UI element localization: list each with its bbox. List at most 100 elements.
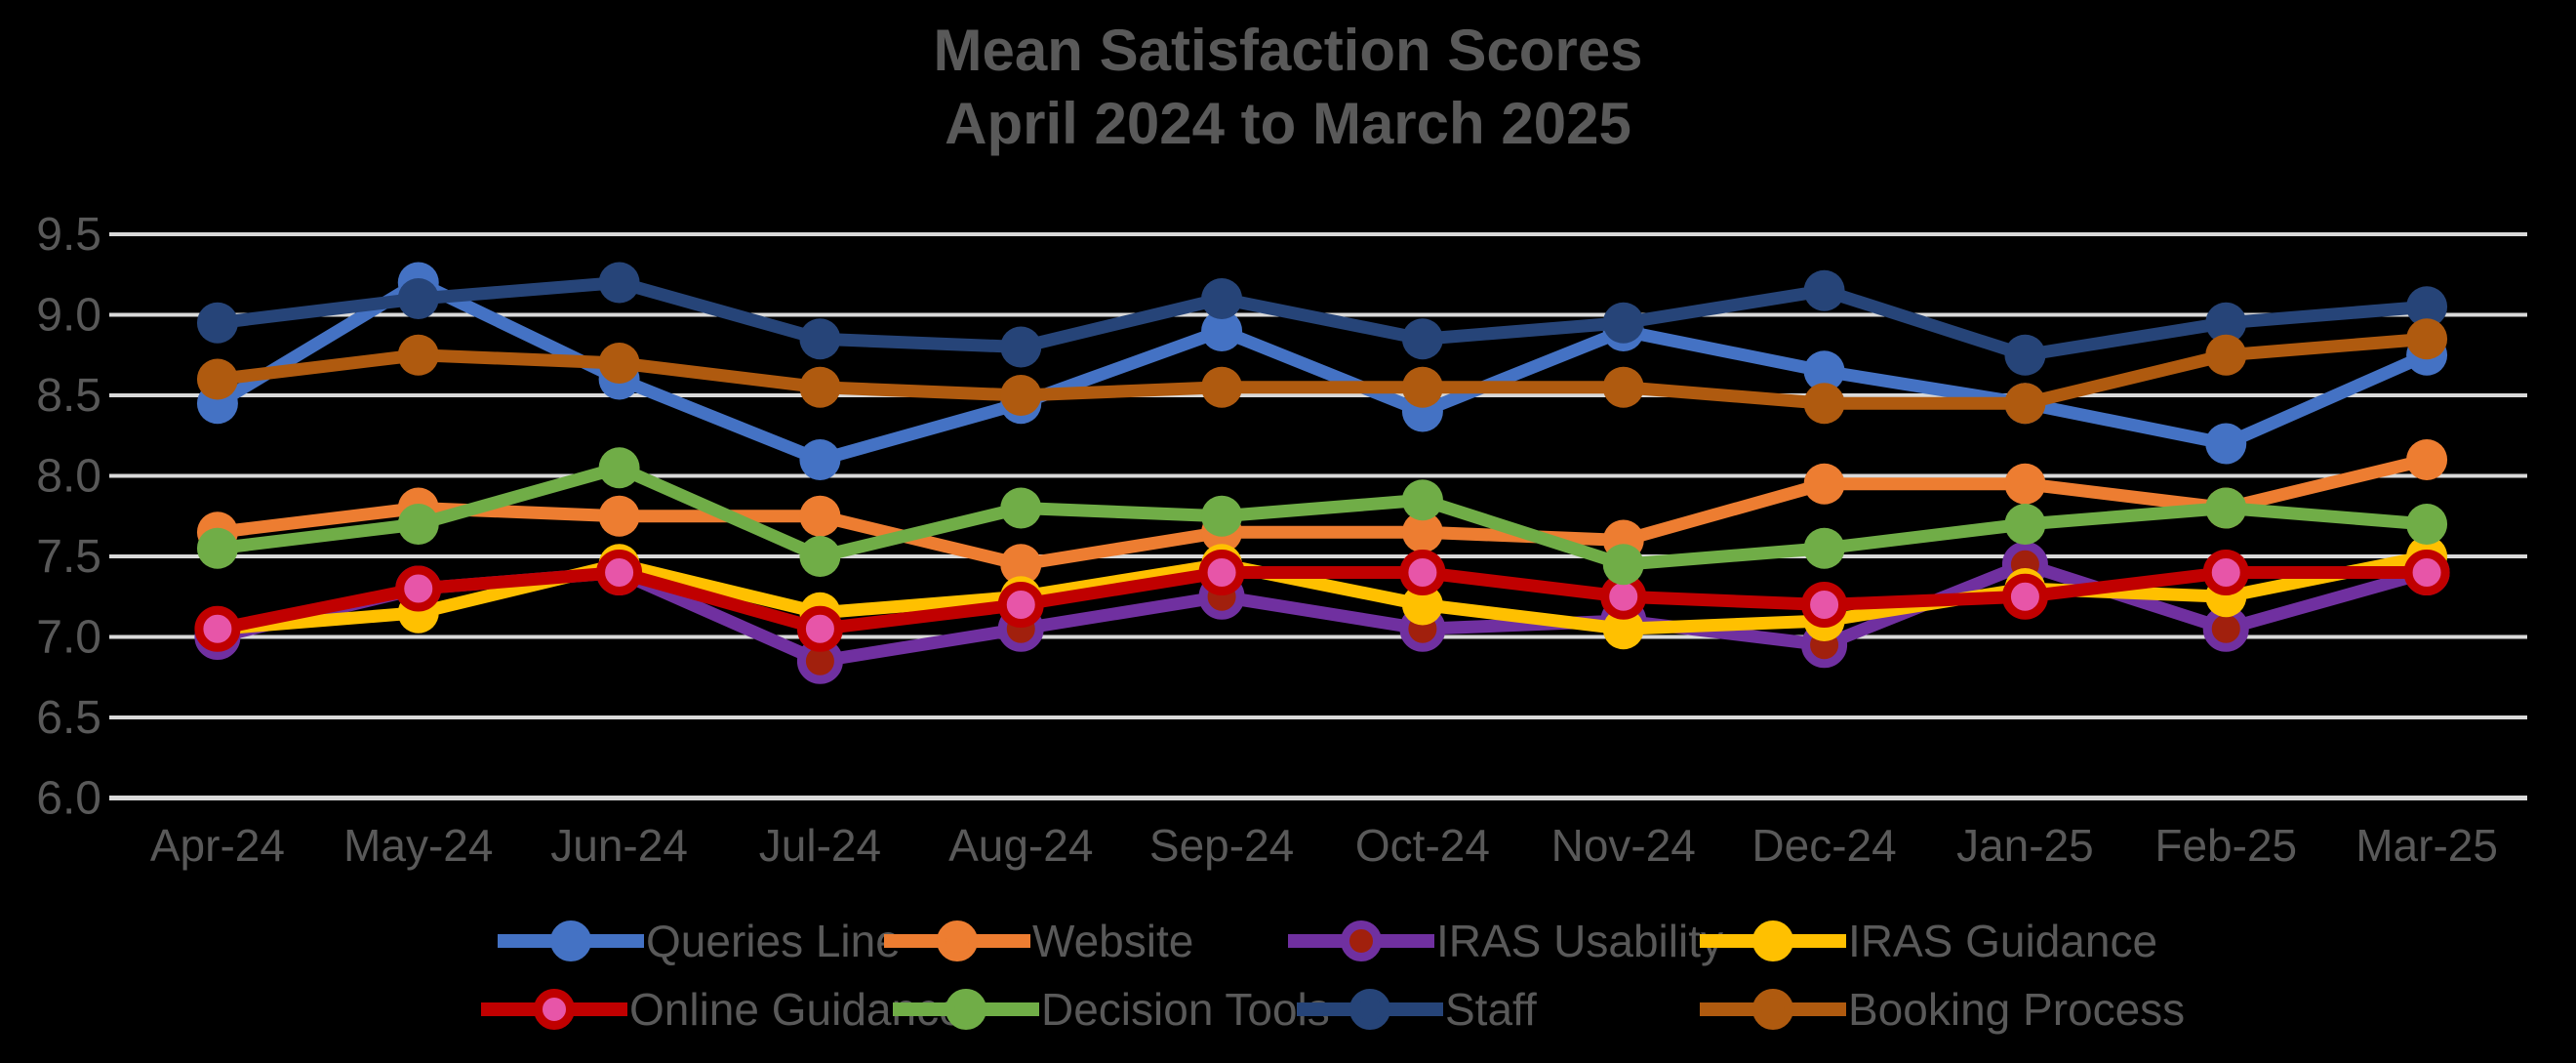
legend-item-iras_guidance: IRAS Guidance: [1700, 916, 2157, 966]
y-tick-label: 6.0: [36, 773, 101, 825]
data-point-marker-website: [1803, 463, 1845, 505]
legend-item-decision_tools: Decision Tools: [893, 984, 1330, 1035]
data-point-marker-queries_line: [799, 439, 841, 480]
x-tick-label: Dec-24: [1751, 820, 1896, 871]
legend-item-queries_line: Queries Line: [498, 916, 901, 966]
legend-label-decision_tools: Decision Tools: [1041, 984, 1330, 1035]
y-tick-label: 7.5: [36, 531, 101, 583]
data-point-marker-booking_process: [1401, 366, 1443, 408]
data-point-marker-staff: [2004, 334, 2046, 376]
data-point-marker-decision_tools: [1401, 479, 1443, 521]
x-tick-label: Jul-24: [759, 820, 881, 871]
data-point-marker-decision_tools: [1803, 527, 1845, 569]
legend-dot-icon: [946, 989, 986, 1030]
data-point-marker-decision_tools: [1602, 544, 1644, 586]
data-point-marker-online_guidance: [796, 605, 843, 652]
y-tick-label: 6.5: [36, 692, 101, 744]
series-line-online_guidance: [211, 566, 2434, 635]
x-tick-label: May-24: [343, 820, 493, 871]
data-point-marker-online_guidance: [2202, 550, 2249, 595]
data-point-marker-online_guidance: [1399, 550, 1446, 595]
legend-label-website: Website: [1032, 916, 1194, 966]
legend-label-queries_line: Queries Line: [646, 916, 901, 966]
legend-item-website: Website: [884, 916, 1193, 966]
data-point-marker-booking_process: [1803, 383, 1845, 425]
data-point-marker-queries_line: [1803, 350, 1845, 392]
legend-dot-icon: [1752, 989, 1793, 1030]
y-tick-label: 8.5: [36, 370, 101, 422]
y-tick-label: 9.0: [36, 290, 101, 342]
legend-row-2: Online Guidance Decision Tools Staff Bookin…: [0, 984, 2576, 1035]
data-point-marker-booking_process: [2205, 334, 2247, 376]
legend-dot-icon: [1341, 920, 1382, 961]
data-point-marker-website: [2406, 439, 2448, 480]
y-tick-label: 7.0: [36, 612, 101, 664]
data-point-marker-booking_process: [1000, 375, 1042, 416]
data-point-marker-online_guidance: [2001, 573, 2048, 620]
data-point-marker-staff: [397, 278, 439, 319]
x-tick-label: Mar-25: [2355, 820, 2498, 871]
data-point-marker-decision_tools: [799, 536, 841, 577]
data-point-marker-decision_tools: [1000, 487, 1042, 529]
legend-label-booking_process: Booking Process: [1848, 984, 2186, 1035]
legend-marker-icon-decision_tools: [893, 984, 1039, 1035]
y-tick-label: 9.5: [36, 209, 101, 261]
x-tick-label: Jun-24: [550, 820, 688, 871]
legend-item-online_guidance: Online Guidance: [481, 984, 964, 1035]
data-point-marker-staff: [1000, 326, 1042, 368]
data-point-marker-website: [1401, 511, 1443, 553]
chart-title: Mean Satisfaction Scores April 2024 to M…: [0, 14, 2576, 160]
data-point-marker-staff: [1201, 278, 1243, 319]
data-point-marker-staff: [799, 318, 841, 360]
data-point-marker-booking_process: [1602, 366, 1644, 408]
legend-dot-icon: [937, 920, 978, 961]
legend-item-staff: Staff: [1297, 984, 1537, 1035]
series-line-queries_line: [211, 276, 2434, 467]
legend-dot-icon: [1349, 989, 1390, 1030]
legend-marker-icon-staff: [1297, 984, 1443, 1035]
series-line-decision_tools: [211, 461, 2434, 571]
data-point-marker-online_guidance: [1198, 550, 1245, 595]
series-line-staff: [211, 276, 2434, 362]
x-tick-label: Oct-24: [1355, 820, 1490, 871]
data-point-marker-staff: [2205, 302, 2247, 344]
data-point-marker-staff: [1602, 302, 1644, 344]
data-point-marker-iras_guidance: [1602, 608, 1644, 650]
x-tick-label: Nov-24: [1551, 820, 1696, 871]
legend-marker-icon-website: [884, 916, 1030, 966]
data-point-marker-booking_process: [598, 343, 640, 384]
data-point-marker-booking_process: [799, 366, 841, 408]
legend-marker-icon-iras_guidance: [1700, 916, 1846, 966]
data-point-marker-website: [2004, 463, 2046, 505]
data-point-marker-decision_tools: [2406, 504, 2448, 545]
data-point-marker-website: [1000, 544, 1042, 586]
data-point-marker-website: [799, 495, 841, 537]
legend-item-iras_usability: IRAS Usability: [1288, 916, 1723, 966]
legend-label-staff: Staff: [1445, 984, 1537, 1035]
data-point-marker-booking_process: [1201, 366, 1243, 408]
legend-marker-icon-iras_usability: [1288, 916, 1434, 966]
x-tick-label: Feb-25: [2154, 820, 2297, 871]
data-point-marker-staff: [598, 262, 640, 304]
data-point-marker-staff: [2406, 286, 2448, 328]
data-point-marker-decision_tools: [397, 504, 439, 545]
chart-title-line1: Mean Satisfaction Scores: [933, 18, 1643, 83]
series-line-booking_process: [211, 332, 2434, 410]
data-point-marker-online_guidance: [997, 582, 1044, 628]
legend-marker-icon-queries_line: [498, 916, 644, 966]
data-point-marker-website: [598, 495, 640, 537]
data-point-marker-staff: [196, 302, 238, 344]
legend-dot-icon: [534, 989, 575, 1030]
legend-marker-icon-online_guidance: [481, 984, 627, 1035]
data-point-marker-online_guidance: [1801, 582, 1848, 628]
data-point-marker-staff: [1803, 269, 1845, 311]
data-point-marker-staff: [1401, 318, 1443, 360]
data-point-marker-queries_line: [2205, 423, 2247, 465]
x-tick-label: Sep-24: [1149, 820, 1294, 871]
data-point-marker-decision_tools: [598, 447, 640, 489]
data-point-marker-online_guidance: [596, 550, 643, 595]
legend-dot-icon: [550, 920, 591, 961]
data-point-marker-decision_tools: [196, 527, 238, 569]
legend-item-booking_process: Booking Process: [1700, 984, 2185, 1035]
